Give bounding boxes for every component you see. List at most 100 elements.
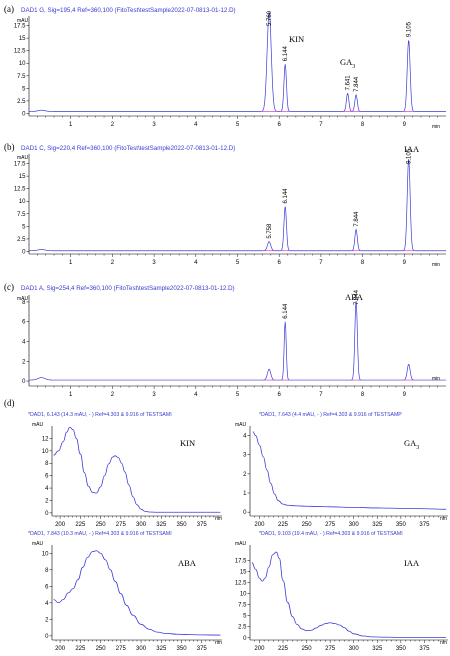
peak-label: 5.760 — [267, 10, 273, 26]
x-tick-label: 5 — [236, 260, 240, 266]
x-tick-label: 5 — [236, 392, 240, 398]
x-tick-label: 9 — [403, 260, 407, 266]
x-tick-label: 300 — [349, 522, 360, 528]
x-tick-label: 6 — [278, 260, 282, 266]
x-tick-label: 325 — [156, 646, 167, 652]
x-tick-label: 250 — [96, 646, 107, 652]
x-tick-label: 225 — [75, 522, 86, 528]
chromatogram-b: (b) DAD1 C, Sig=220,4 Ref=360,100 (FitoT… — [4, 142, 446, 268]
spectrum-kin: *DAD1, 6.143 (14.3 mAU, - ) Ref=4.303 & … — [28, 412, 222, 528]
y-tick-label: 15 — [19, 36, 26, 42]
spectrum-trace — [251, 551, 447, 638]
x-tick-label: 375 — [197, 522, 208, 528]
spectrum-iaa-compound: IAA — [404, 558, 420, 568]
y-tick-label: 1 — [243, 491, 247, 497]
x-tick-label: 350 — [396, 522, 407, 528]
spectrum-aba-x-unit: nm — [215, 640, 222, 646]
x-tick-label: 8 — [361, 122, 365, 128]
y-tick-label: 7.5 — [238, 603, 247, 609]
x-tick-label: 200 — [254, 646, 265, 652]
x-tick-label: 275 — [325, 522, 336, 528]
x-tick-label: 7 — [319, 260, 323, 266]
x-tick-label: 300 — [136, 646, 147, 652]
panel-label-c: (c) — [4, 282, 14, 292]
chromatogram-a-y-unit: mAU — [17, 18, 29, 24]
spectrum-aba-compound: ABA — [178, 558, 197, 568]
x-tick-label: 9 — [403, 392, 407, 398]
peak-label: 5.758 — [267, 223, 273, 239]
spectrum-iaa: *DAD1, 9.103 (19.4 mAU, - ) Ref=4.303 & … — [235, 531, 448, 652]
spectrum-iaa-y-unit: mAU — [235, 541, 247, 547]
y-tick-label: 7.5 — [17, 212, 26, 218]
x-tick-label: 375 — [419, 522, 430, 528]
y-tick-label: 2 — [45, 498, 49, 504]
x-tick-label: 2 — [111, 392, 115, 398]
chromatogram-b-y-unit: mAU — [17, 155, 29, 161]
y-tick-label: 8 — [45, 568, 49, 574]
y-tick-label: 2 — [22, 359, 26, 365]
peak-label: 9.105 — [407, 21, 413, 37]
peak-label: 7.844 — [354, 289, 360, 305]
x-tick-label: 1 — [69, 122, 73, 128]
x-tick-label: 300 — [349, 646, 360, 652]
y-tick-label: 12.5 — [14, 187, 26, 193]
x-tick-label: 7 — [319, 392, 323, 398]
spectrum-kin-compound: KIN — [180, 438, 195, 448]
y-tick-label: 2 — [45, 617, 49, 623]
panel-label-b: (b) — [4, 142, 15, 152]
y-tick-label: 0 — [22, 379, 26, 385]
x-tick-label: 200 — [55, 522, 66, 528]
chromatogram-c-plot: 8 6 4 2 0 1 2 3 4 5 6 7 8 9 6.144 7.844 — [22, 289, 446, 398]
y-tick-label: 5 — [243, 614, 247, 620]
y-tick-label: 8 — [22, 300, 26, 306]
panel-label-d: (d) — [4, 398, 15, 408]
y-tick-label: 4 — [243, 434, 247, 440]
y-tick-label: 10 — [42, 449, 49, 455]
y-tick-label: 2.5 — [17, 99, 26, 105]
y-tick-label: 2.5 — [238, 625, 247, 631]
y-tick-label: 15 — [19, 174, 26, 180]
spectrum-ga3-y-unit: mAU — [235, 422, 247, 428]
y-tick-label: 0 — [45, 511, 49, 517]
y-tick-label: 12 — [42, 436, 49, 442]
spectrum-ga3-plot: 4 3 2 1 0 200 225 250 275 300 325 350 375 — [243, 426, 448, 528]
y-tick-label: 17.5 — [235, 558, 247, 564]
x-tick-label: 300 — [136, 522, 147, 528]
y-tick-label: 15 — [240, 570, 247, 576]
x-tick-label: 1 — [69, 392, 73, 398]
x-tick-label: 350 — [177, 522, 188, 528]
x-tick-label: 200 — [55, 646, 66, 652]
spectrum-trace — [53, 550, 221, 636]
x-tick-label: 250 — [302, 522, 313, 528]
peak-label: 7.641 — [346, 75, 352, 91]
chromatogram-trace — [29, 11, 446, 112]
x-tick-label: 1 — [69, 260, 73, 266]
y-tick-label: 12.5 — [235, 581, 247, 587]
spectrum-aba-plot: 10 8 6 4 2 0 200 225 250 275 300 325 350 375 — [42, 545, 222, 652]
spectrum-iaa-x-unit: nm — [440, 640, 447, 646]
spectrum-ga3-header: *DAD1, 7.643 (4.4 mAU, - ) Ref=4.303 & 9… — [259, 412, 402, 418]
x-tick-label: 350 — [396, 646, 407, 652]
y-tick-label: 2.5 — [17, 237, 26, 243]
x-tick-label: 325 — [372, 522, 383, 528]
chromatogram-b-header: DAD1 C, Sig=220,4 Ref=360,100 (FitoTest\… — [21, 145, 235, 152]
spectrum-kin-header: *DAD1, 6.143 (14.3 mAU, - ) Ref=4.303 & … — [28, 412, 172, 418]
x-tick-label: 9 — [403, 122, 407, 128]
x-tick-label: 7 — [319, 122, 323, 128]
x-tick-label: 225 — [278, 646, 289, 652]
spectrum-kin-x-unit: nm — [215, 516, 222, 522]
x-tick-label: 3 — [152, 260, 156, 266]
y-tick-label: 4 — [45, 601, 49, 607]
y-tick-label: 7.5 — [17, 74, 26, 80]
chromatogram-b-x-unit: min — [432, 262, 440, 268]
y-tick-label: 2 — [243, 472, 247, 478]
peak-label: 7.844 — [354, 211, 360, 227]
y-tick-label: 6 — [45, 474, 49, 480]
y-tick-label: 10 — [240, 592, 247, 598]
x-tick-label: 5 — [236, 122, 240, 128]
compound-label-ga3: GA3 — [340, 57, 355, 70]
x-tick-label: 225 — [75, 646, 86, 652]
y-tick-label: 4 — [22, 340, 26, 346]
compound-label-kin: KIN — [289, 34, 304, 44]
x-tick-label: 4 — [194, 260, 198, 266]
